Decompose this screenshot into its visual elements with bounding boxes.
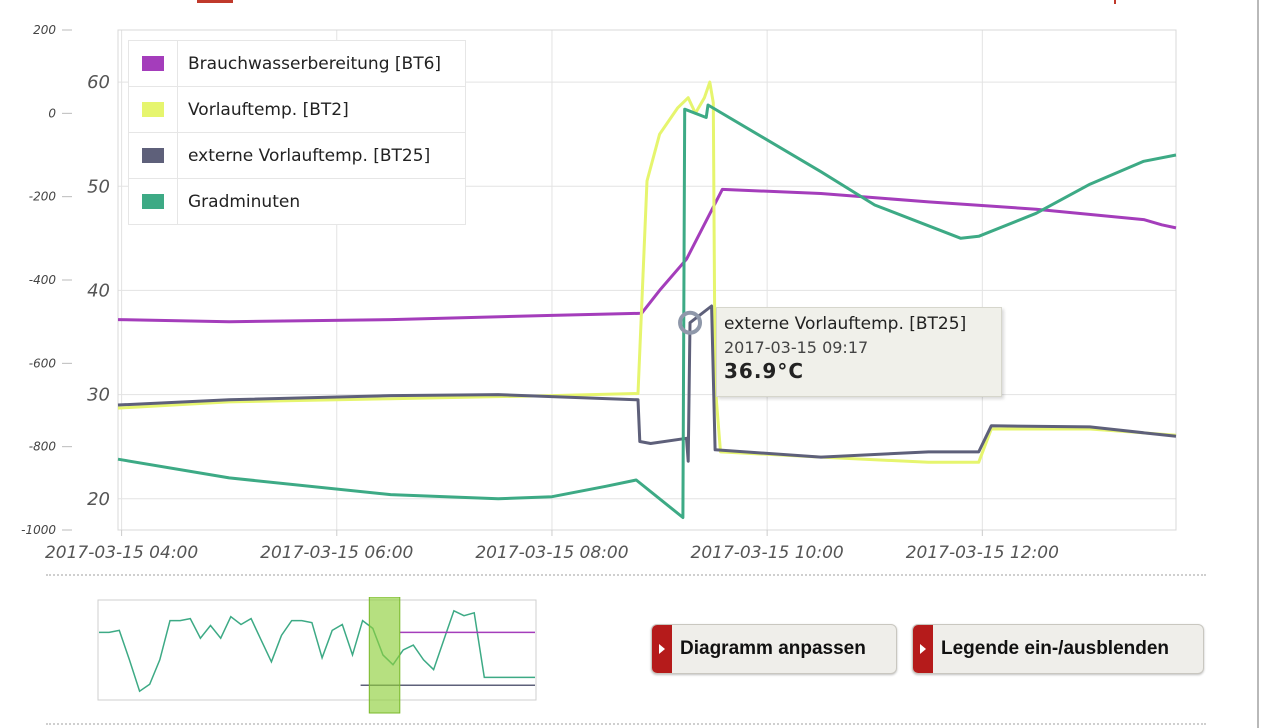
x-tick-label: 2017-03-15 08:00: [475, 543, 628, 563]
legend[interactable]: Brauchwasserbereitung [BT6] Vorlauftemp.…: [128, 40, 466, 225]
series-lines: [117, 80, 1177, 519]
navigator[interactable]: [97, 597, 537, 717]
legend-swatch: [142, 148, 164, 163]
x-tick-label: 2017-03-15 04:00: [45, 543, 198, 563]
divider-bottom: [46, 723, 1206, 725]
legend-swatch: [142, 56, 164, 71]
tooltip-series-name: externe Vorlauftemp. [BT25]: [724, 314, 967, 334]
x-tick-label: 2017-03-15 10:00: [691, 543, 844, 563]
tooltip: externe Vorlauftemp. [BT25] 2017-03-15 0…: [716, 307, 1002, 397]
legend-label: Vorlauftemp. [BT2]: [188, 99, 349, 120]
plot-area-border: [117, 29, 1177, 531]
divider-top: [46, 574, 1206, 576]
navigator-selection[interactable]: [368, 597, 401, 714]
y-right-tick-label: 30: [87, 385, 110, 406]
top-edge-mark: [1114, 0, 1116, 4]
y-right-tick-label: 40: [87, 280, 110, 301]
y-axis-left: 200 0 -200 -400 -600 -800 -1000: [21, 23, 72, 537]
tooltip-time: 2017-03-15 09:17: [724, 338, 869, 357]
adjust-chart-label: Diagramm anpassen: [680, 638, 866, 659]
tooltip-value: 36.9°C: [724, 359, 805, 383]
x-tick-label: 2017-03-15 06:00: [260, 543, 413, 563]
navigator-frame: [97, 599, 537, 701]
hover-marker: [678, 310, 703, 335]
y-left-tick-label: -800: [29, 440, 57, 454]
adjust-chart-button[interactable]: Diagramm anpassen: [651, 624, 897, 674]
y-left-tick-label: -400: [29, 273, 57, 287]
y-axis-right: 60 50 40 30 20: [87, 72, 110, 510]
y-left-tick-label: 0: [48, 106, 56, 120]
x-axis: 2017-03-15 04:00 2017-03-15 06:00 2017-03-…: [45, 530, 1059, 563]
navigator-series-line: [99, 609, 535, 693]
y-right-tick-label: 60: [87, 72, 110, 93]
series-line[interactable]: [117, 304, 1177, 463]
toggle-legend-label: Legende ein-/ausblenden: [941, 638, 1170, 659]
button-cap: [652, 625, 672, 673]
y-right-tick-label: 50: [87, 176, 110, 197]
series-line[interactable]: [117, 187, 1177, 324]
arrow-right-icon: [920, 644, 926, 654]
x-tick-label: 2017-03-15 12:00: [906, 543, 1059, 563]
legend-swatch: [142, 102, 164, 117]
legend-item[interactable]: Gradminuten: [129, 179, 465, 224]
y-right-tick-label: 20: [87, 489, 110, 510]
legend-item[interactable]: externe Vorlauftemp. [BT25]: [129, 133, 465, 179]
y-left-tick-label: -600: [29, 356, 57, 370]
legend-swatch: [142, 194, 164, 209]
y-left-tick-label: 200: [33, 23, 56, 37]
legend-item[interactable]: Brauchwasserbereitung [BT6]: [129, 41, 465, 87]
legend-label: externe Vorlauftemp. [BT25]: [188, 145, 431, 166]
arrow-right-icon: [659, 644, 665, 654]
y-left-tick-label: -1000: [21, 523, 56, 537]
main-chart: 2017-03-15 04:00 2017-03-15 06:00 2017-03-…: [21, 23, 1177, 563]
button-cap: [913, 625, 933, 673]
legend-label: Gradminuten: [188, 191, 301, 212]
legend-item[interactable]: Vorlauftemp. [BT2]: [129, 87, 465, 133]
page-right-border: [1257, 0, 1259, 728]
y-left-tick-label: -200: [29, 190, 57, 204]
top-tab-indicator: [197, 0, 233, 3]
toggle-legend-button[interactable]: Legende ein-/ausblenden: [912, 624, 1204, 674]
series-line[interactable]: [117, 103, 1177, 519]
legend-label: Brauchwasserbereitung [BT6]: [188, 53, 442, 74]
series-line[interactable]: [117, 80, 1177, 464]
